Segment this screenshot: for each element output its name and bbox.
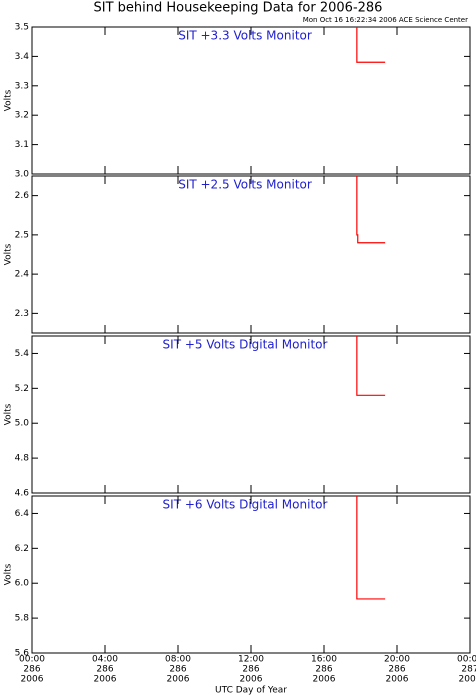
y-tick-label: 4.6 (15, 489, 30, 499)
x-tick-label: 2006 (167, 675, 190, 685)
x-tick-label: 00:00 (19, 655, 45, 665)
x-tick-label: 08:00 (165, 655, 191, 665)
data-line (356, 496, 386, 600)
x-tick-label: 2006 (386, 675, 409, 685)
x-tick-label: 20:00 (384, 655, 410, 665)
x-tick-label: 16:00 (311, 655, 337, 665)
y-tick-label: 5.2 (15, 384, 29, 394)
x-tick-label: 2006 (240, 675, 263, 685)
panel-title: SIT +5 Volts Digital Monitor (163, 338, 328, 352)
x-tick-label: 2006 (459, 675, 476, 685)
x-tick-label: 12:00 (238, 655, 264, 665)
y-tick-label: 3.2 (15, 111, 29, 121)
y-tick-label: 2.3 (15, 309, 29, 319)
x-tick-label: 00:00 (457, 655, 476, 665)
page-subtitle: Mon Oct 16 16:22:34 2006 ACE Science Cen… (303, 16, 468, 24)
data-line (356, 27, 386, 63)
y-tick-label: 5.8 (15, 614, 30, 624)
page-title: SIT behind Housekeeping Data for 2006-28… (94, 1, 383, 16)
y-axis-label: Volts (4, 243, 14, 265)
x-axis-label: UTC Day of Year (215, 686, 287, 696)
y-tick-label: 5.6 (15, 649, 30, 659)
panel-frame (31, 495, 471, 654)
x-tick-label: 286 (23, 665, 40, 675)
data-line (356, 176, 386, 244)
y-tick-label: 6.2 (15, 544, 29, 554)
x-tick-label: 286 (315, 665, 332, 675)
panel-frame (31, 175, 471, 334)
x-tick-label: 2006 (21, 675, 44, 685)
x-tick-label: 2006 (313, 675, 336, 685)
x-tick-label: 286 (169, 665, 186, 675)
y-tick-label: 5.4 (15, 349, 30, 359)
y-tick-label: 2.6 (15, 191, 30, 201)
y-tick-label: 3.4 (15, 52, 30, 62)
y-tick-label: 2.4 (15, 270, 30, 280)
x-tick-label: 2006 (94, 675, 117, 685)
y-axis-label: Volts (4, 403, 14, 425)
y-tick-label: 2.5 (15, 230, 29, 240)
y-tick-label: 4.8 (15, 454, 30, 464)
y-axis-label: Volts (4, 563, 14, 585)
y-tick-label: 3.5 (15, 23, 29, 33)
y-tick-label: 3.0 (15, 170, 30, 180)
panel-title: SIT +3.3 Volts Monitor (178, 29, 312, 43)
x-tick-label: 286 (242, 665, 259, 675)
x-tick-label: 04:00 (92, 655, 118, 665)
y-tick-label: 6.0 (15, 579, 30, 589)
x-tick-label: 287 (461, 665, 476, 675)
panel-frame (31, 26, 471, 175)
y-tick-label: 3.1 (15, 140, 29, 150)
y-tick-label: 3.3 (15, 81, 29, 91)
y-tick-label: 6.4 (15, 509, 30, 519)
panel-title: SIT +6 Volts Digital Monitor (163, 498, 328, 512)
panel-title: SIT +2.5 Volts Monitor (178, 178, 312, 192)
panel-frame (31, 335, 471, 494)
x-tick-label: 286 (96, 665, 113, 675)
y-axis-label: Volts (4, 89, 14, 111)
x-tick-label: 286 (388, 665, 405, 675)
y-tick-label: 5.0 (15, 419, 30, 429)
data-line (356, 336, 386, 396)
